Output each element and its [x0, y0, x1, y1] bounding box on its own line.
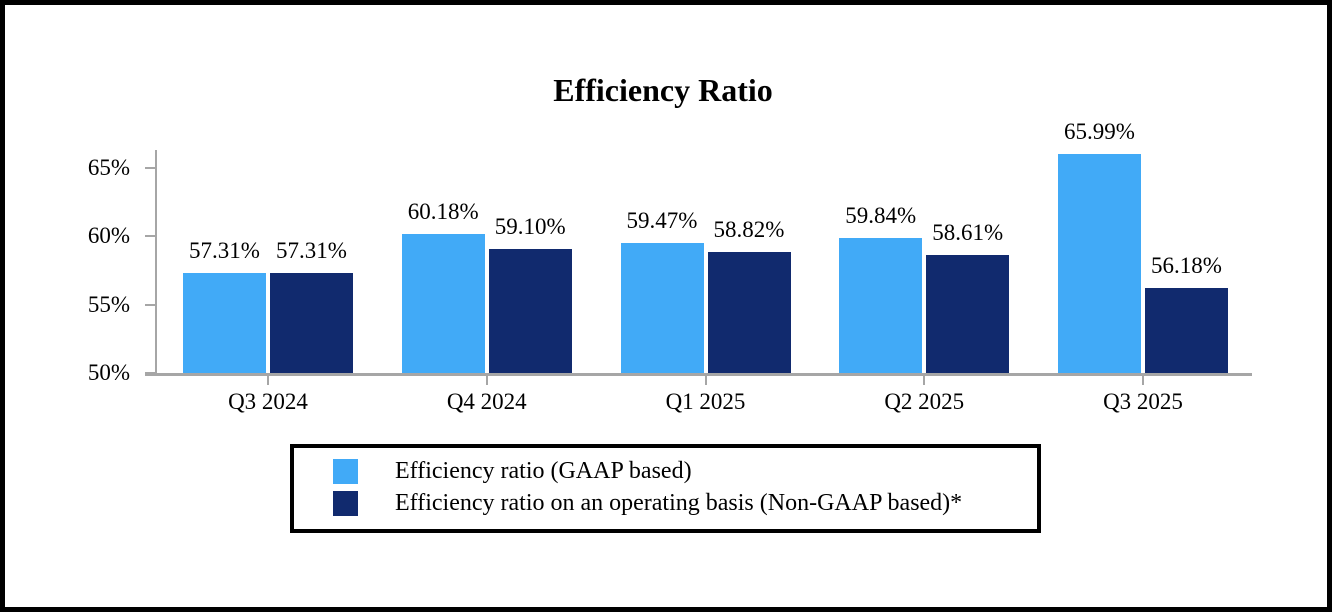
bar-value-label: 58.82%	[713, 217, 785, 243]
bar-non-gaap	[707, 252, 791, 373]
bar-gaap	[620, 243, 704, 373]
legend-label-gaap: Efficiency ratio (GAAP based)	[395, 458, 692, 484]
x-axis-label: Q3 2024	[228, 389, 308, 414]
bar-gaap	[1058, 154, 1141, 373]
bar-non-gaap	[488, 248, 572, 373]
bar-non-gaap	[270, 272, 353, 373]
x-axis-label: Q3 2025	[1103, 389, 1183, 414]
bar-non-gaap	[926, 255, 1010, 373]
bar-value-label: 59.47%	[626, 208, 698, 234]
x-tick	[923, 376, 926, 385]
chart-title: Efficiency Ratio	[553, 72, 773, 108]
bar-value-label: 58.61%	[932, 220, 1004, 246]
y-axis-line	[155, 150, 157, 376]
x-axis-label: Q2 2025	[884, 389, 965, 414]
bar-value-label: 59.10%	[494, 213, 566, 239]
bar-value-label: 65.99%	[1064, 119, 1135, 145]
bar-value-label: 57.31%	[276, 237, 347, 263]
x-tick	[704, 376, 707, 385]
bar-value-label: 60.18%	[407, 198, 479, 224]
bar-value-label: 57.31%	[189, 237, 260, 263]
legend-swatch-non-gaap	[333, 491, 358, 516]
y-tick	[145, 303, 156, 306]
y-tick	[145, 166, 156, 169]
bar-gaap	[401, 233, 485, 373]
x-tick	[1142, 376, 1144, 385]
bar-value-label: 59.84%	[845, 203, 917, 229]
x-tick	[267, 376, 269, 385]
y-tick-label: 55%	[87, 291, 130, 317]
bar-non-gaap	[1145, 288, 1228, 373]
legend-swatch-gaap	[333, 459, 358, 484]
y-tick	[145, 235, 156, 238]
x-axis-label: Q4 2024	[446, 389, 527, 414]
x-tick	[485, 376, 488, 385]
legend-label-non-gaap: Efficiency ratio on an operating basis (…	[395, 490, 963, 516]
x-axis-label: Q1 2025	[665, 389, 746, 414]
y-tick-label: 65%	[87, 154, 130, 180]
bar-gaap	[839, 238, 923, 373]
y-tick-label: 60%	[87, 223, 130, 249]
bar-gaap	[183, 272, 266, 373]
x-axis-line	[145, 373, 1252, 376]
y-tick-label: 50%	[87, 360, 130, 385]
legend	[290, 444, 1041, 533]
bar-value-label: 56.18%	[1151, 253, 1222, 279]
